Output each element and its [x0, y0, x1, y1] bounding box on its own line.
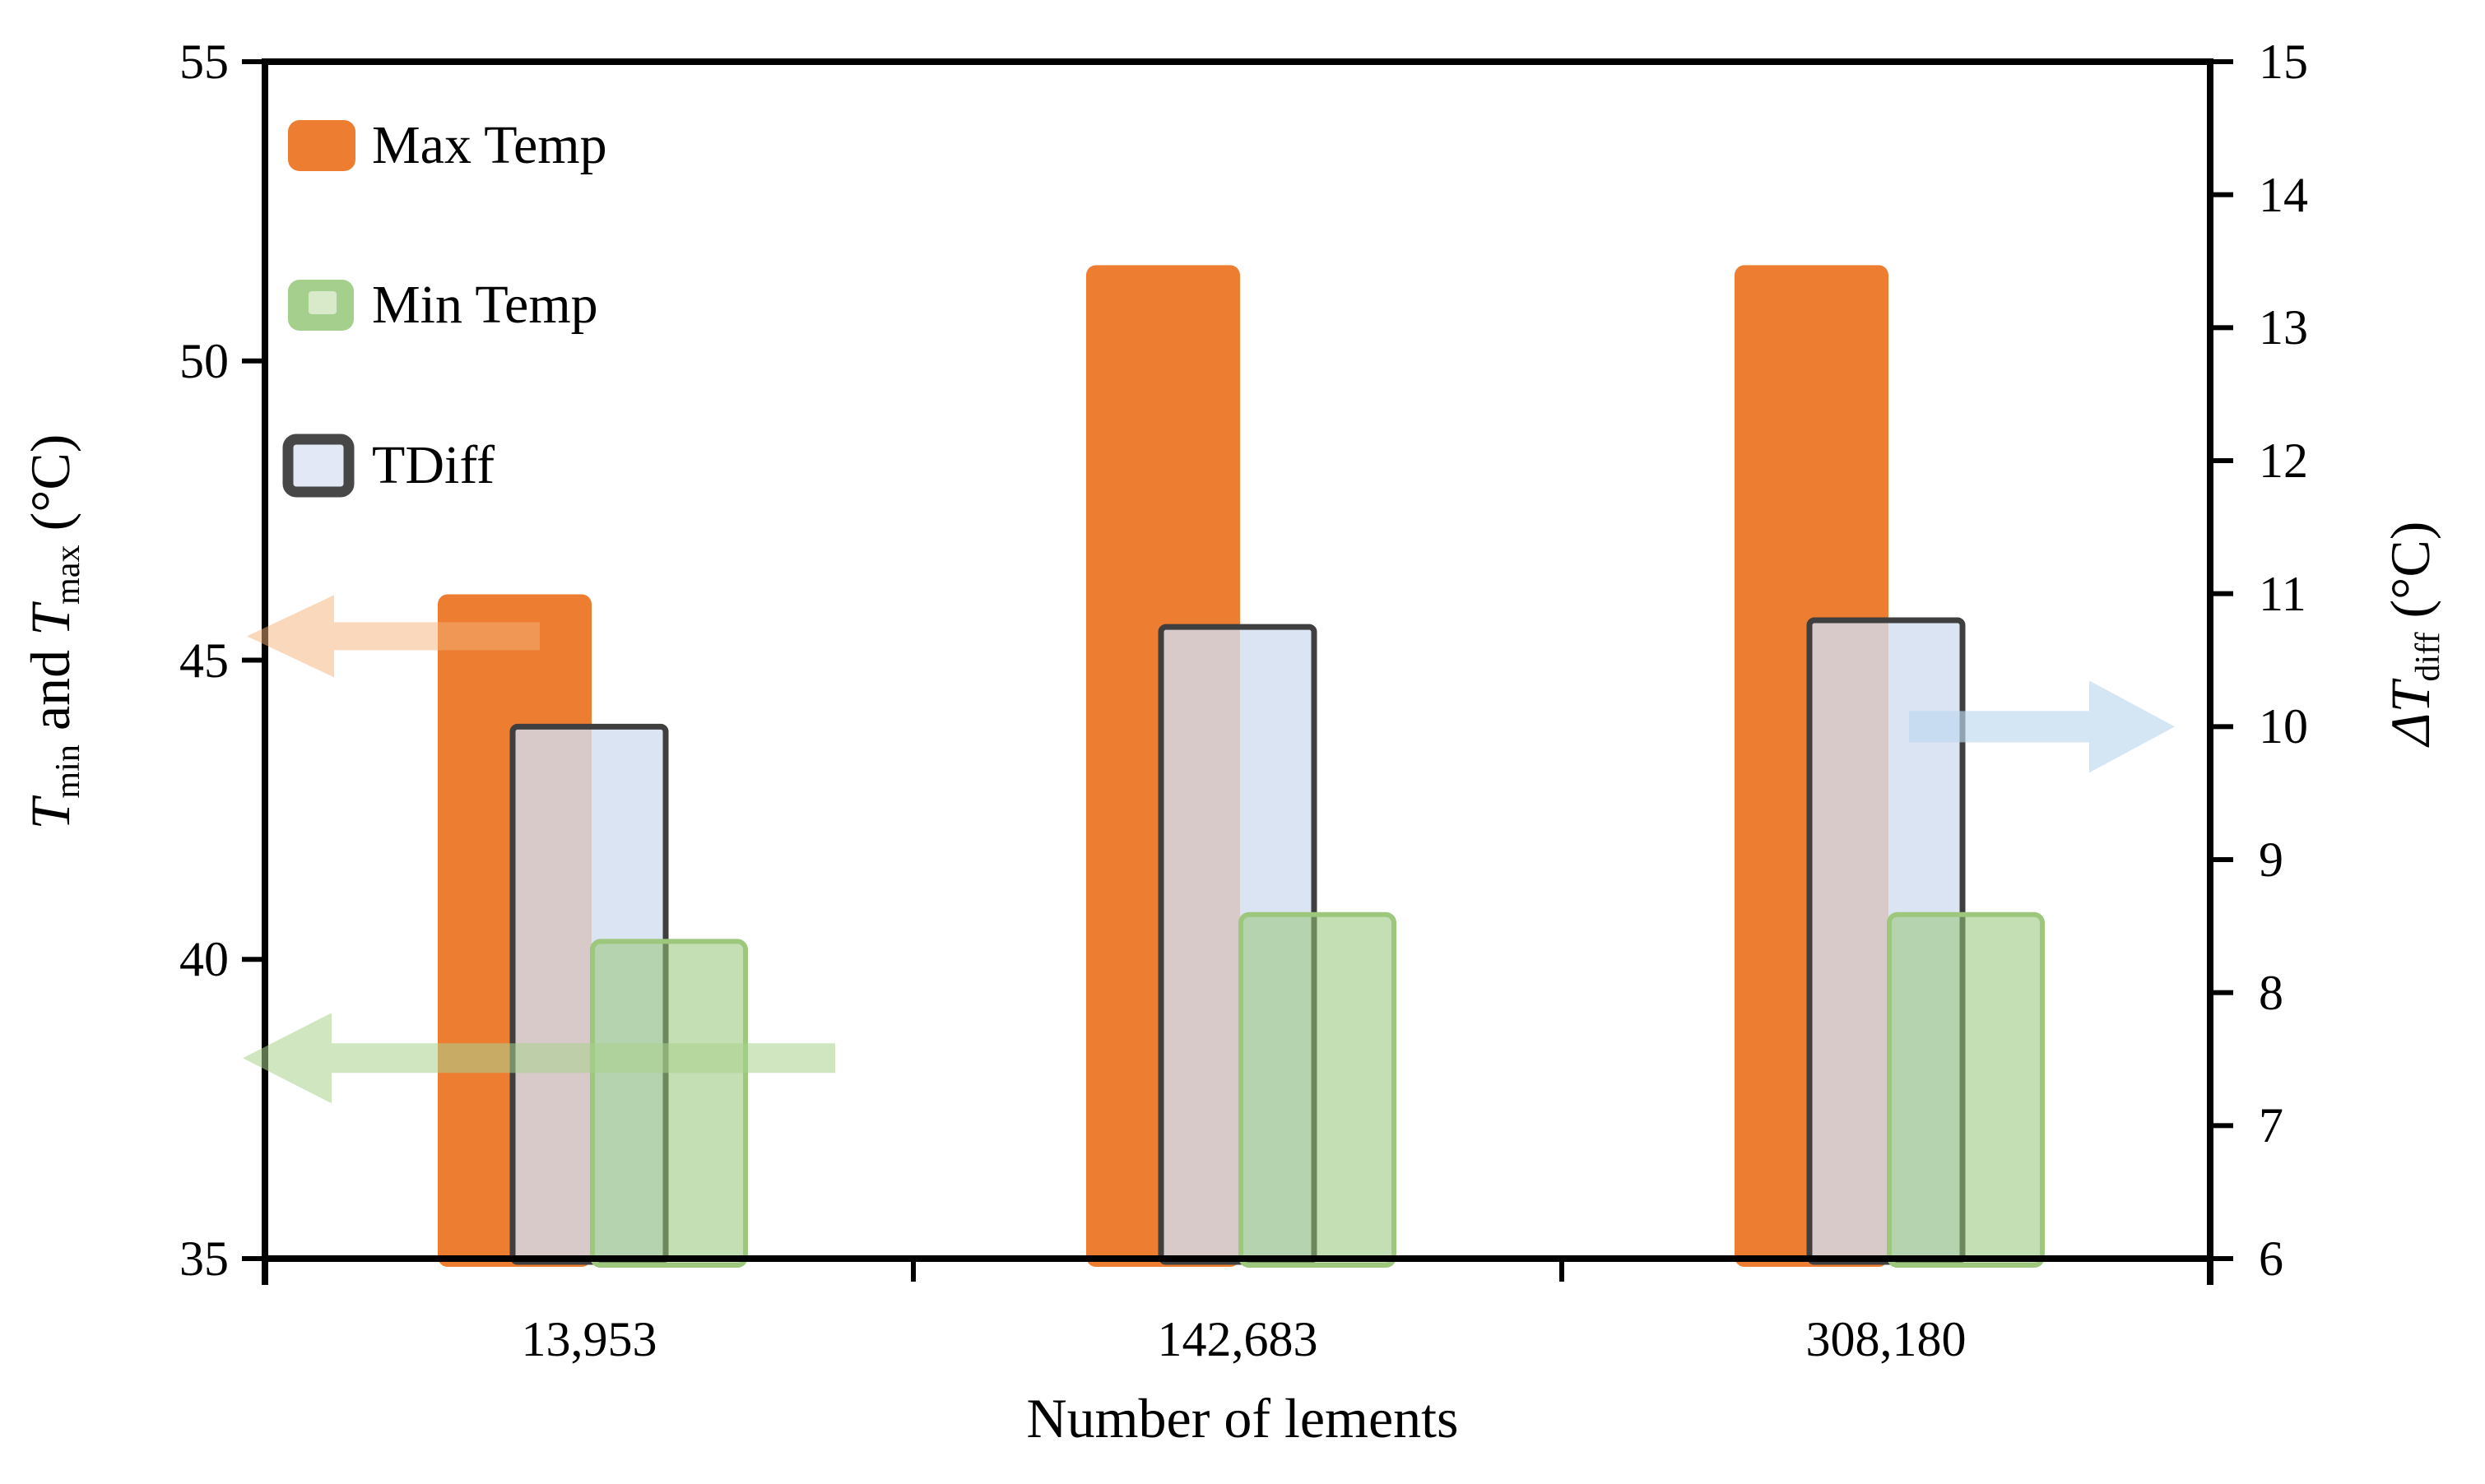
tdiff-axis-arrow [1909, 680, 2175, 773]
left-axis-tick-label-35: 35 [179, 1231, 229, 1286]
right-axis-tick-label-13: 13 [2259, 300, 2308, 355]
right-tick-9 [2210, 857, 2233, 862]
x-tick-0 [262, 1259, 267, 1282]
legend-label-2: TDiff [372, 435, 495, 495]
right-axis-tick-label-10: 10 [2259, 699, 2308, 754]
top-axis-line [262, 58, 2213, 65]
y-axis-title-right: ΔTdiff (°C) [2379, 521, 2458, 746]
right-tick-12 [2210, 458, 2233, 463]
axis-title-segment: min [48, 744, 87, 799]
y-axis-right-line [2207, 58, 2213, 1285]
axis-title-segment: (°C) [19, 434, 82, 545]
axis-title-segment: (°C) [2379, 521, 2442, 633]
x-tick-1 [911, 1259, 916, 1282]
right-axis-tick-label-8: 8 [2259, 965, 2283, 1020]
x-tick-2 [1559, 1259, 1564, 1282]
axis-title-segment: T [19, 798, 82, 830]
legend-swatch-solid-0 [288, 120, 355, 171]
legend-swatch-outline-2 [282, 434, 355, 498]
right-axis-tick-label-7: 7 [2259, 1098, 2283, 1153]
left-axis-tick-label-50: 50 [179, 333, 229, 388]
axis-title-segment: T [19, 605, 82, 636]
y-axis-title-left: Tmin and Tmax (°C) [19, 434, 98, 830]
left-axis-tick-label-40: 40 [179, 932, 229, 987]
right-tick-15 [2210, 59, 2233, 64]
axis-title-segment: and [19, 635, 82, 745]
category-label-0: 13,953 [521, 1312, 657, 1366]
x-tick-3 [2208, 1259, 2213, 1282]
right-axis-tick-label-15: 15 [2259, 35, 2308, 89]
right-tick-7 [2210, 1123, 2233, 1129]
left-tick-45 [242, 657, 265, 663]
left-tick-55 [242, 59, 265, 64]
category-label-2: 308,180 [1805, 1312, 1967, 1366]
right-axis-tick-label-12: 12 [2259, 434, 2308, 488]
legend-label-1: Min Temp [372, 275, 598, 335]
right-tick-8 [2210, 990, 2233, 995]
right-axis-tick-label-6: 6 [2259, 1231, 2283, 1286]
axis-title-segment: ΔT [2379, 681, 2442, 746]
right-tick-10 [2210, 724, 2233, 730]
x-axis-line [262, 1255, 2213, 1262]
left-tick-35 [242, 1256, 265, 1261]
x-axis-title: Number of lements [1026, 1387, 1459, 1449]
right-tick-13 [2210, 325, 2233, 331]
right-tick-6 [2210, 1256, 2233, 1261]
left-tick-40 [242, 957, 265, 962]
right-axis-tick-label-9: 9 [2259, 832, 2283, 887]
legend-swatch-inner-1 [309, 291, 337, 314]
axis-title-segment: diff [2408, 632, 2447, 682]
bar-min-temp-2 [1887, 911, 2045, 1268]
legend-label-0: Max Temp [372, 115, 607, 175]
left-axis-tick-label-45: 45 [179, 633, 229, 688]
bar-min-temp-0 [590, 939, 748, 1268]
min-temp-axis-arrow [243, 1013, 835, 1104]
left-axis-tick-label-55: 55 [179, 35, 229, 89]
right-axis-tick-label-11: 11 [2259, 566, 2306, 621]
right-tick-11 [2210, 591, 2233, 596]
left-tick-50 [242, 358, 265, 364]
right-axis-tick-label-14: 14 [2259, 167, 2308, 222]
y-axis-left-line [262, 58, 268, 1285]
axis-title-segment: max [48, 545, 87, 605]
max-temp-axis-arrow [247, 595, 540, 678]
category-label-1: 142,683 [1157, 1312, 1318, 1366]
right-tick-14 [2210, 192, 2233, 197]
bar-min-temp-1 [1238, 911, 1396, 1268]
